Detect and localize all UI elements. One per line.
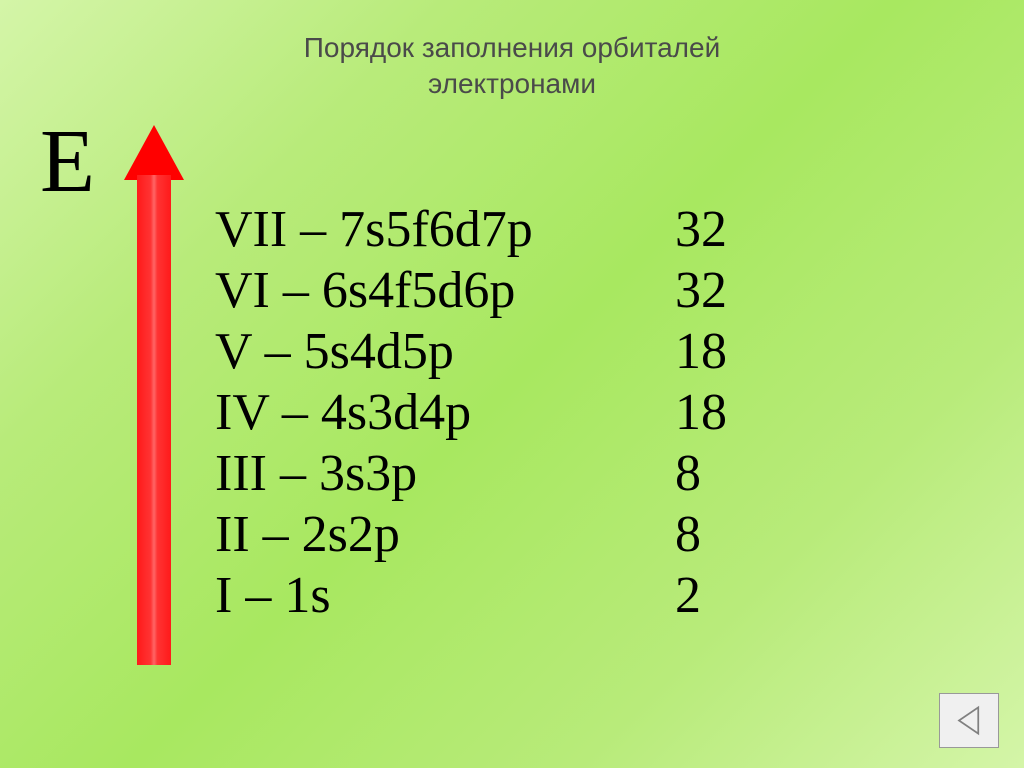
orbital-row: VI – 6s4f5d6p 32 [215,261,915,320]
energy-symbol: E [40,110,95,213]
title-line-2: электронами [428,68,596,99]
orbital-row: IV – 4s3d4p 18 [215,383,915,442]
orbital-count: 18 [675,322,727,381]
orbital-count: 32 [675,261,727,320]
arrow-head-icon [124,125,184,180]
orbital-count: 8 [675,444,701,503]
orbital-list: VII – 7s5f6d7p 32 VI – 6s4f5d6p 32 V – 5… [215,200,915,627]
orbital-label: III – 3s3p [215,444,675,503]
energy-arrow [130,125,178,665]
orbital-row: V – 5s4d5p 18 [215,322,915,381]
title-line-1: Порядок заполнения орбиталей [304,32,720,63]
orbital-label: VI – 6s4f5d6p [215,261,675,320]
orbital-count: 18 [675,383,727,442]
previous-slide-button[interactable] [939,693,999,748]
triangle-left-icon [952,703,987,738]
arrow-shaft [137,175,171,665]
orbital-label: IV – 4s3d4p [215,383,675,442]
orbital-row: VII – 7s5f6d7p 32 [215,200,915,259]
orbital-label: VII – 7s5f6d7p [215,200,675,259]
orbital-label: I – 1s [215,566,675,625]
orbital-count: 2 [675,566,701,625]
orbital-count: 8 [675,505,701,564]
orbital-count: 32 [675,200,727,259]
orbital-label: V – 5s4d5p [215,322,675,381]
orbital-label: II – 2s2p [215,505,675,564]
orbital-row: I – 1s 2 [215,566,915,625]
orbital-row: II – 2s2p 8 [215,505,915,564]
orbital-row: III – 3s3p 8 [215,444,915,503]
slide-title: Порядок заполнения орбиталей электронами [0,0,1024,103]
